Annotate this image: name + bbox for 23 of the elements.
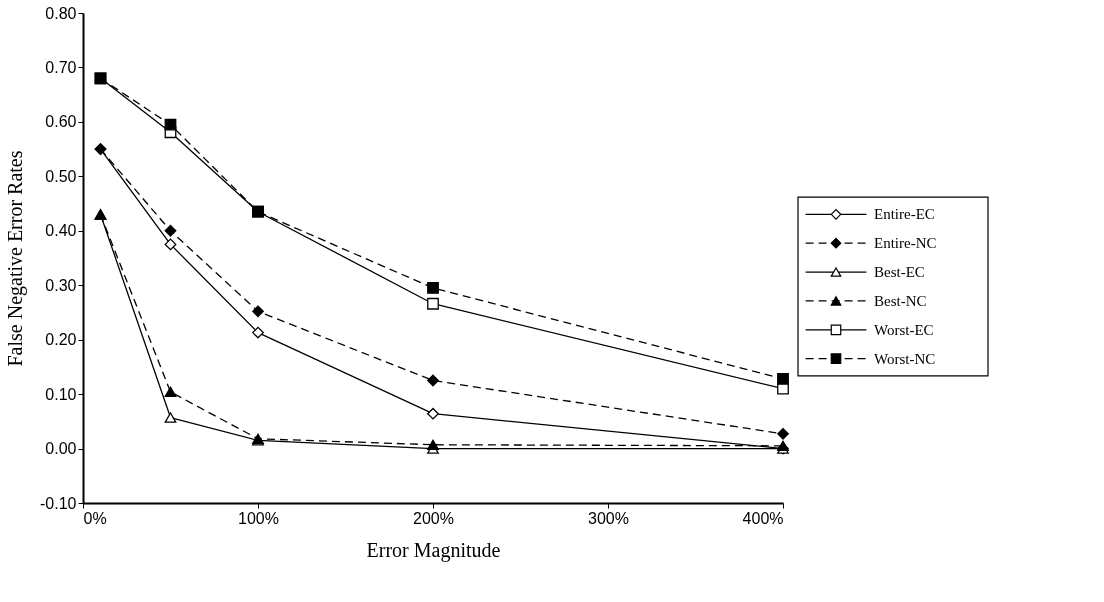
- y-tick-label: 0.60: [45, 113, 77, 131]
- y-tick-label: 0.50: [45, 167, 77, 185]
- x-axis-title: Error Magnitude: [366, 538, 501, 562]
- x-tick-label: 200%: [413, 509, 454, 527]
- y-tick-label: 0.10: [45, 385, 77, 403]
- y-tick-label: 0.00: [45, 440, 77, 458]
- y-tick-label: 0.20: [45, 331, 77, 349]
- y-tick-label: 0.40: [45, 222, 77, 240]
- y-axis-title: False Negative Error Rates: [4, 150, 28, 367]
- x-tick-label: 300%: [588, 509, 629, 527]
- legend-label: Best-NC: [874, 292, 927, 309]
- legend-label: Worst-EC: [874, 321, 934, 338]
- x-tick-label: 400%: [742, 509, 784, 527]
- x-tick-label: 0%: [83, 509, 107, 527]
- y-tick-label: 0.80: [45, 4, 77, 22]
- x-tick-label: 100%: [238, 509, 279, 527]
- y-tick-label: 0.70: [45, 58, 77, 76]
- legend-label: Worst-NC: [874, 350, 936, 367]
- legend-label: Entire-EC: [874, 206, 935, 223]
- legend-label: Entire-NC: [874, 235, 937, 252]
- y-tick-label: 0.30: [45, 276, 77, 294]
- legend-label: Best-EC: [874, 264, 925, 281]
- y-tick-label: -0.10: [40, 494, 77, 512]
